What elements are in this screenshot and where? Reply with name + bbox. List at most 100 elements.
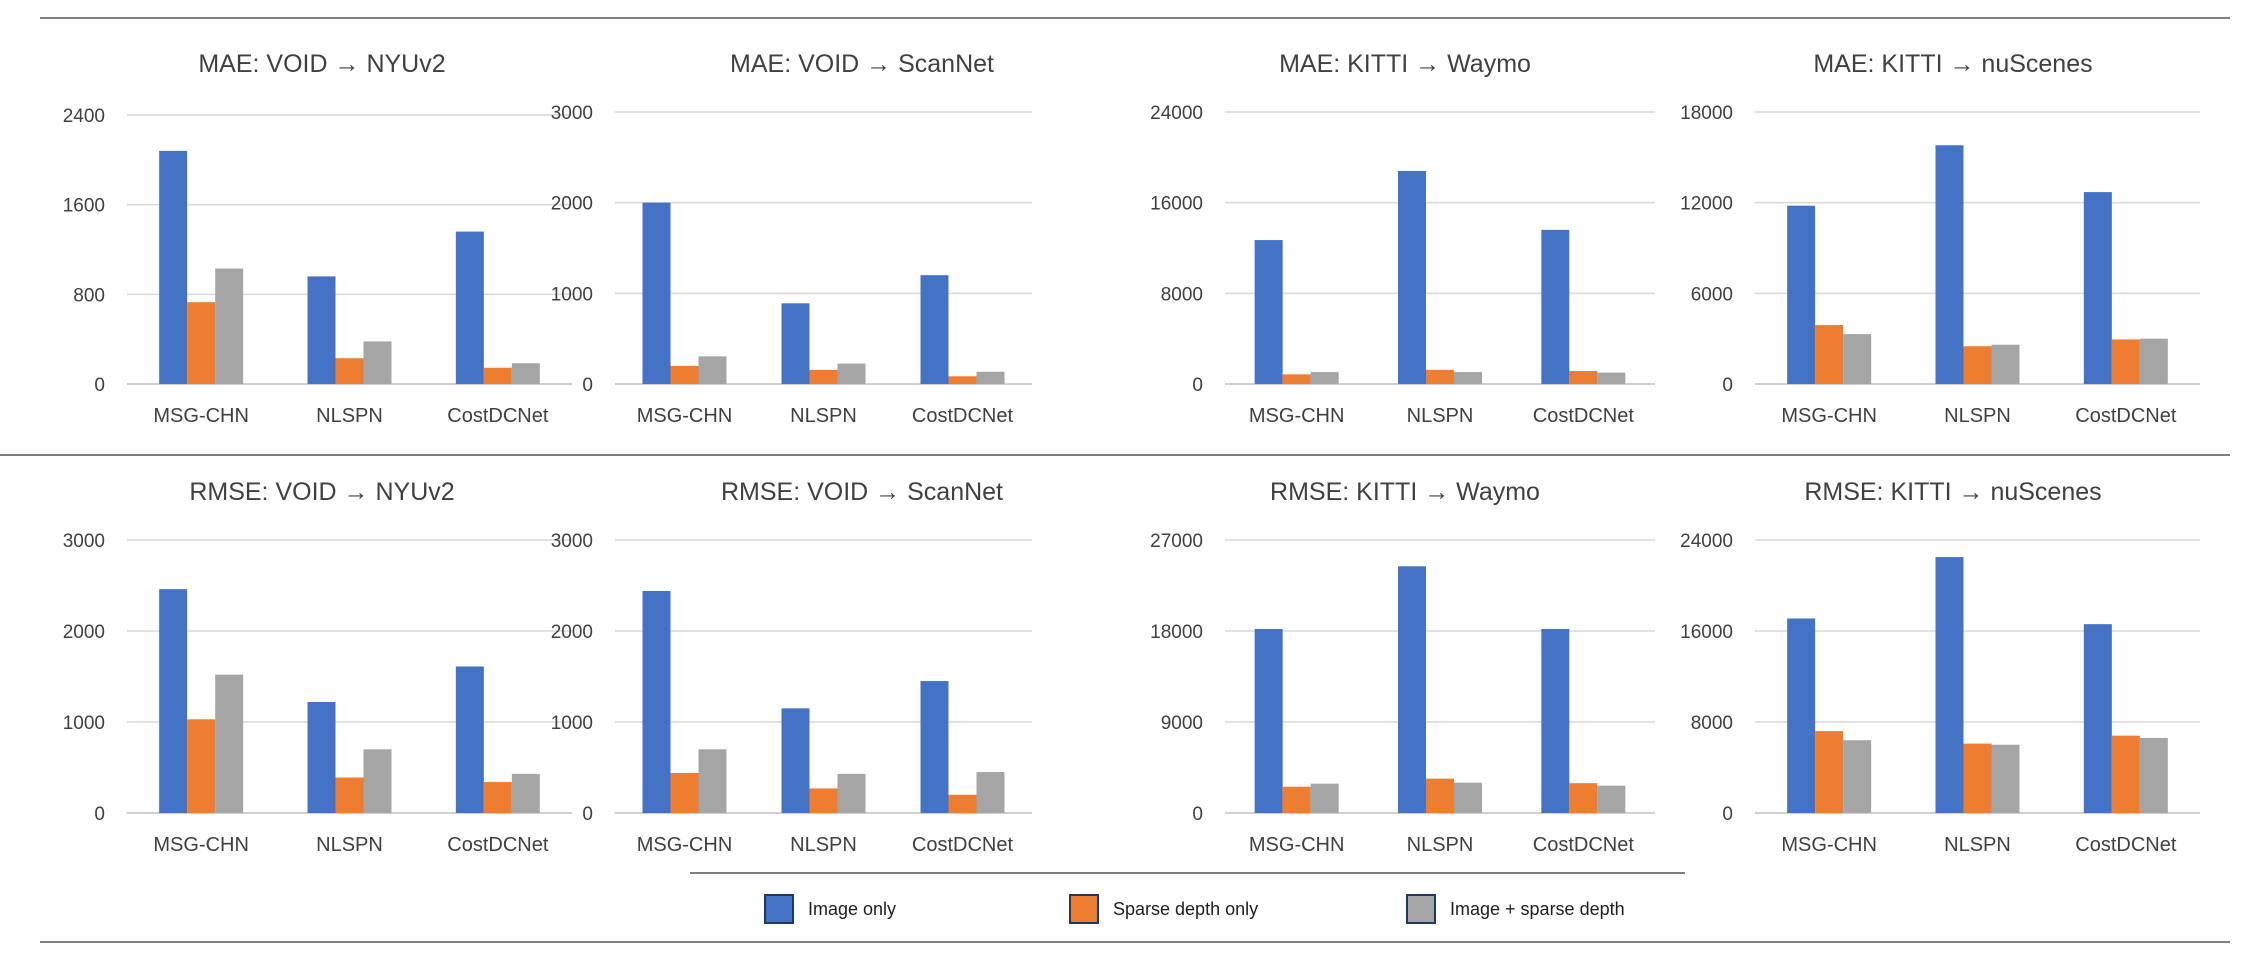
chart-8: RMSE: KITTI → nuScenes 0 8000 16000 24000 MSG… [1680, 478, 2200, 856]
bar-image-sparse-depth-nlspn [1991, 344, 2020, 384]
bar-image-sparse-depth-msg-chn [1843, 740, 1872, 813]
bar-image-sparse-depth-costdcnet [976, 772, 1005, 813]
y-tick-label: 0 [582, 804, 593, 825]
x-tick-label: NLSPN [790, 405, 857, 427]
y-tick-label: 12000 [1680, 194, 1733, 215]
bar-sparse-depth-only-costdcnet [483, 782, 512, 813]
bar-sparse-depth-only-msg-chn [1815, 325, 1844, 384]
bar-image-only-costdcnet [1541, 628, 1570, 813]
bar-image-only-costdcnet [2083, 624, 2112, 813]
bar-image-sparse-depth-costdcnet [2139, 338, 2168, 384]
chart-title: MAE: VOID → ScanNet [730, 50, 994, 78]
y-tick-label: 0 [1192, 375, 1203, 396]
bar-image-sparse-depth-costdcnet [1597, 785, 1626, 813]
x-tick-label: CostDCNet [447, 405, 549, 427]
bar-image-only-nlspn [1398, 566, 1426, 813]
bar-sparse-depth-only-msg-chn [670, 365, 699, 384]
bar-image-only-costdcnet [920, 275, 949, 384]
bar-image-only-nlspn [307, 276, 336, 384]
legend-label-sparse-depth-only: Sparse depth only [1113, 899, 1258, 919]
chart-7: RMSE: KITTI → Waymo 0 9000 18000 27000 MSG-CH… [1150, 478, 1655, 856]
chart-6: RMSE: VOID → ScanNet 0 1000 2000 3000 MSG-CHN… [551, 478, 1032, 856]
x-tick-label: NLSPN [1407, 405, 1474, 427]
y-tick-label: 3000 [63, 531, 105, 552]
y-tick-label: 0 [1722, 375, 1733, 396]
y-tick-label: 1600 [63, 196, 105, 217]
bar-image-sparse-depth-msg-chn [1843, 334, 1872, 384]
legend-label-image-sparse-depth: Image + sparse depth [1450, 899, 1625, 919]
x-tick-label: CostDCNet [912, 405, 1014, 427]
x-tick-label: NLSPN [316, 834, 383, 856]
y-tick-label: 18000 [1150, 622, 1203, 643]
x-tick-label: MSG-CHN [1249, 405, 1345, 427]
charts-group: MAE: VOID → NYUv2 0 800 1600 2400 MSG-CHN NLSP… [63, 50, 2200, 856]
y-tick-label: 2000 [551, 194, 593, 215]
y-tick-label: 8000 [1691, 713, 1733, 734]
bar-image-only-msg-chn [1254, 628, 1283, 813]
x-tick-label: NLSPN [1944, 834, 2011, 856]
chart-1: MAE: VOID → NYUv2 0 800 1600 2400 MSG-CHN NLSP… [63, 50, 572, 427]
bar-image-sparse-depth-msg-chn [1310, 372, 1339, 384]
bar-image-sparse-depth-nlspn [1991, 744, 2020, 813]
bar-image-only-nlspn [1935, 557, 1964, 813]
bar-sparse-depth-only-msg-chn [187, 302, 216, 384]
y-tick-label: 0 [582, 375, 593, 396]
bar-image-only-msg-chn [1787, 205, 1816, 384]
bar-image-sparse-depth-msg-chn [698, 356, 727, 384]
x-tick-label: MSG-CHN [153, 834, 249, 856]
chart-title: RMSE: VOID → NYUv2 [189, 478, 454, 506]
bar-image-only-msg-chn [642, 202, 671, 384]
bar-image-only-msg-chn [1787, 618, 1816, 813]
bar-image-sparse-depth-nlspn [363, 749, 392, 813]
bar-image-only-nlspn [1398, 170, 1426, 384]
legend-swatch-image-sparse-depth [1406, 894, 1436, 924]
bar-sparse-depth-only-msg-chn [1282, 786, 1311, 813]
bar-sparse-depth-only-costdcnet [483, 367, 512, 384]
y-tick-label: 9000 [1161, 713, 1203, 734]
bar-image-only-msg-chn [159, 589, 188, 813]
bar-sparse-depth-only-costdcnet [948, 376, 977, 384]
x-tick-label: NLSPN [790, 834, 857, 856]
chart-title: RMSE: VOID → ScanNet [721, 478, 1003, 506]
bar-image-sparse-depth-msg-chn [215, 674, 244, 813]
chart-3: MAE: KITTI → Waymo 0 8000 16000 24000 MSG-CHN… [1150, 50, 1655, 427]
chart-4: MAE: KITTI → nuScenes 0 6000 12000 18000 MSG-… [1680, 50, 2200, 427]
y-tick-label: 1000 [551, 713, 593, 734]
y-tick-label: 0 [1722, 804, 1733, 825]
bar-sparse-depth-only-nlspn [809, 788, 838, 813]
bar-image-sparse-depth-msg-chn [1310, 783, 1339, 813]
chart-title: MAE: KITTI → nuScenes [1813, 50, 2092, 78]
legend-swatch-sparse-depth-only [1069, 894, 1099, 924]
bar-image-sparse-depth-nlspn [837, 773, 866, 813]
x-tick-label: NLSPN [316, 405, 383, 427]
bar-sparse-depth-only-costdcnet [948, 794, 977, 813]
y-tick-label: 6000 [1691, 284, 1733, 305]
y-tick-label: 0 [1192, 804, 1203, 825]
y-tick-label: 24000 [1150, 103, 1203, 124]
bar-sparse-depth-only-nlspn [1963, 743, 1992, 813]
bar-image-only-msg-chn [1254, 240, 1283, 384]
bar-sparse-depth-only-msg-chn [1815, 731, 1844, 813]
y-tick-label: 800 [73, 285, 105, 306]
bar-sparse-depth-only-nlspn [1963, 346, 1992, 384]
y-tick-label: 24000 [1680, 531, 1733, 552]
x-tick-label: MSG-CHN [1781, 405, 1877, 427]
y-tick-label: 2000 [63, 622, 105, 643]
bar-sparse-depth-only-nlspn [1426, 778, 1454, 813]
y-tick-label: 0 [94, 804, 105, 825]
bar-sparse-depth-only-costdcnet [2111, 735, 2140, 813]
x-tick-label: CostDCNet [912, 834, 1014, 856]
x-tick-label: MSG-CHN [637, 405, 733, 427]
y-tick-label: 18000 [1680, 103, 1733, 124]
bar-image-sparse-depth-costdcnet [511, 363, 540, 384]
bar-sparse-depth-only-costdcnet [1569, 783, 1598, 813]
chart-2: MAE: VOID → ScanNet 0 1000 2000 3000 MSG-CHN N… [551, 50, 1032, 427]
chart-title: RMSE: KITTI → nuScenes [1804, 478, 2101, 506]
bar-image-sparse-depth-msg-chn [698, 749, 727, 813]
bar-image-only-msg-chn [159, 150, 188, 384]
chart-title: RMSE: KITTI → Waymo [1270, 478, 1540, 506]
y-tick-label: 16000 [1680, 622, 1733, 643]
x-tick-label: CostDCNet [1533, 834, 1635, 856]
bar-image-only-nlspn [1935, 145, 1964, 384]
chart-5: RMSE: VOID → NYUv2 0 1000 2000 3000 MSG-CHN NL… [63, 478, 572, 856]
